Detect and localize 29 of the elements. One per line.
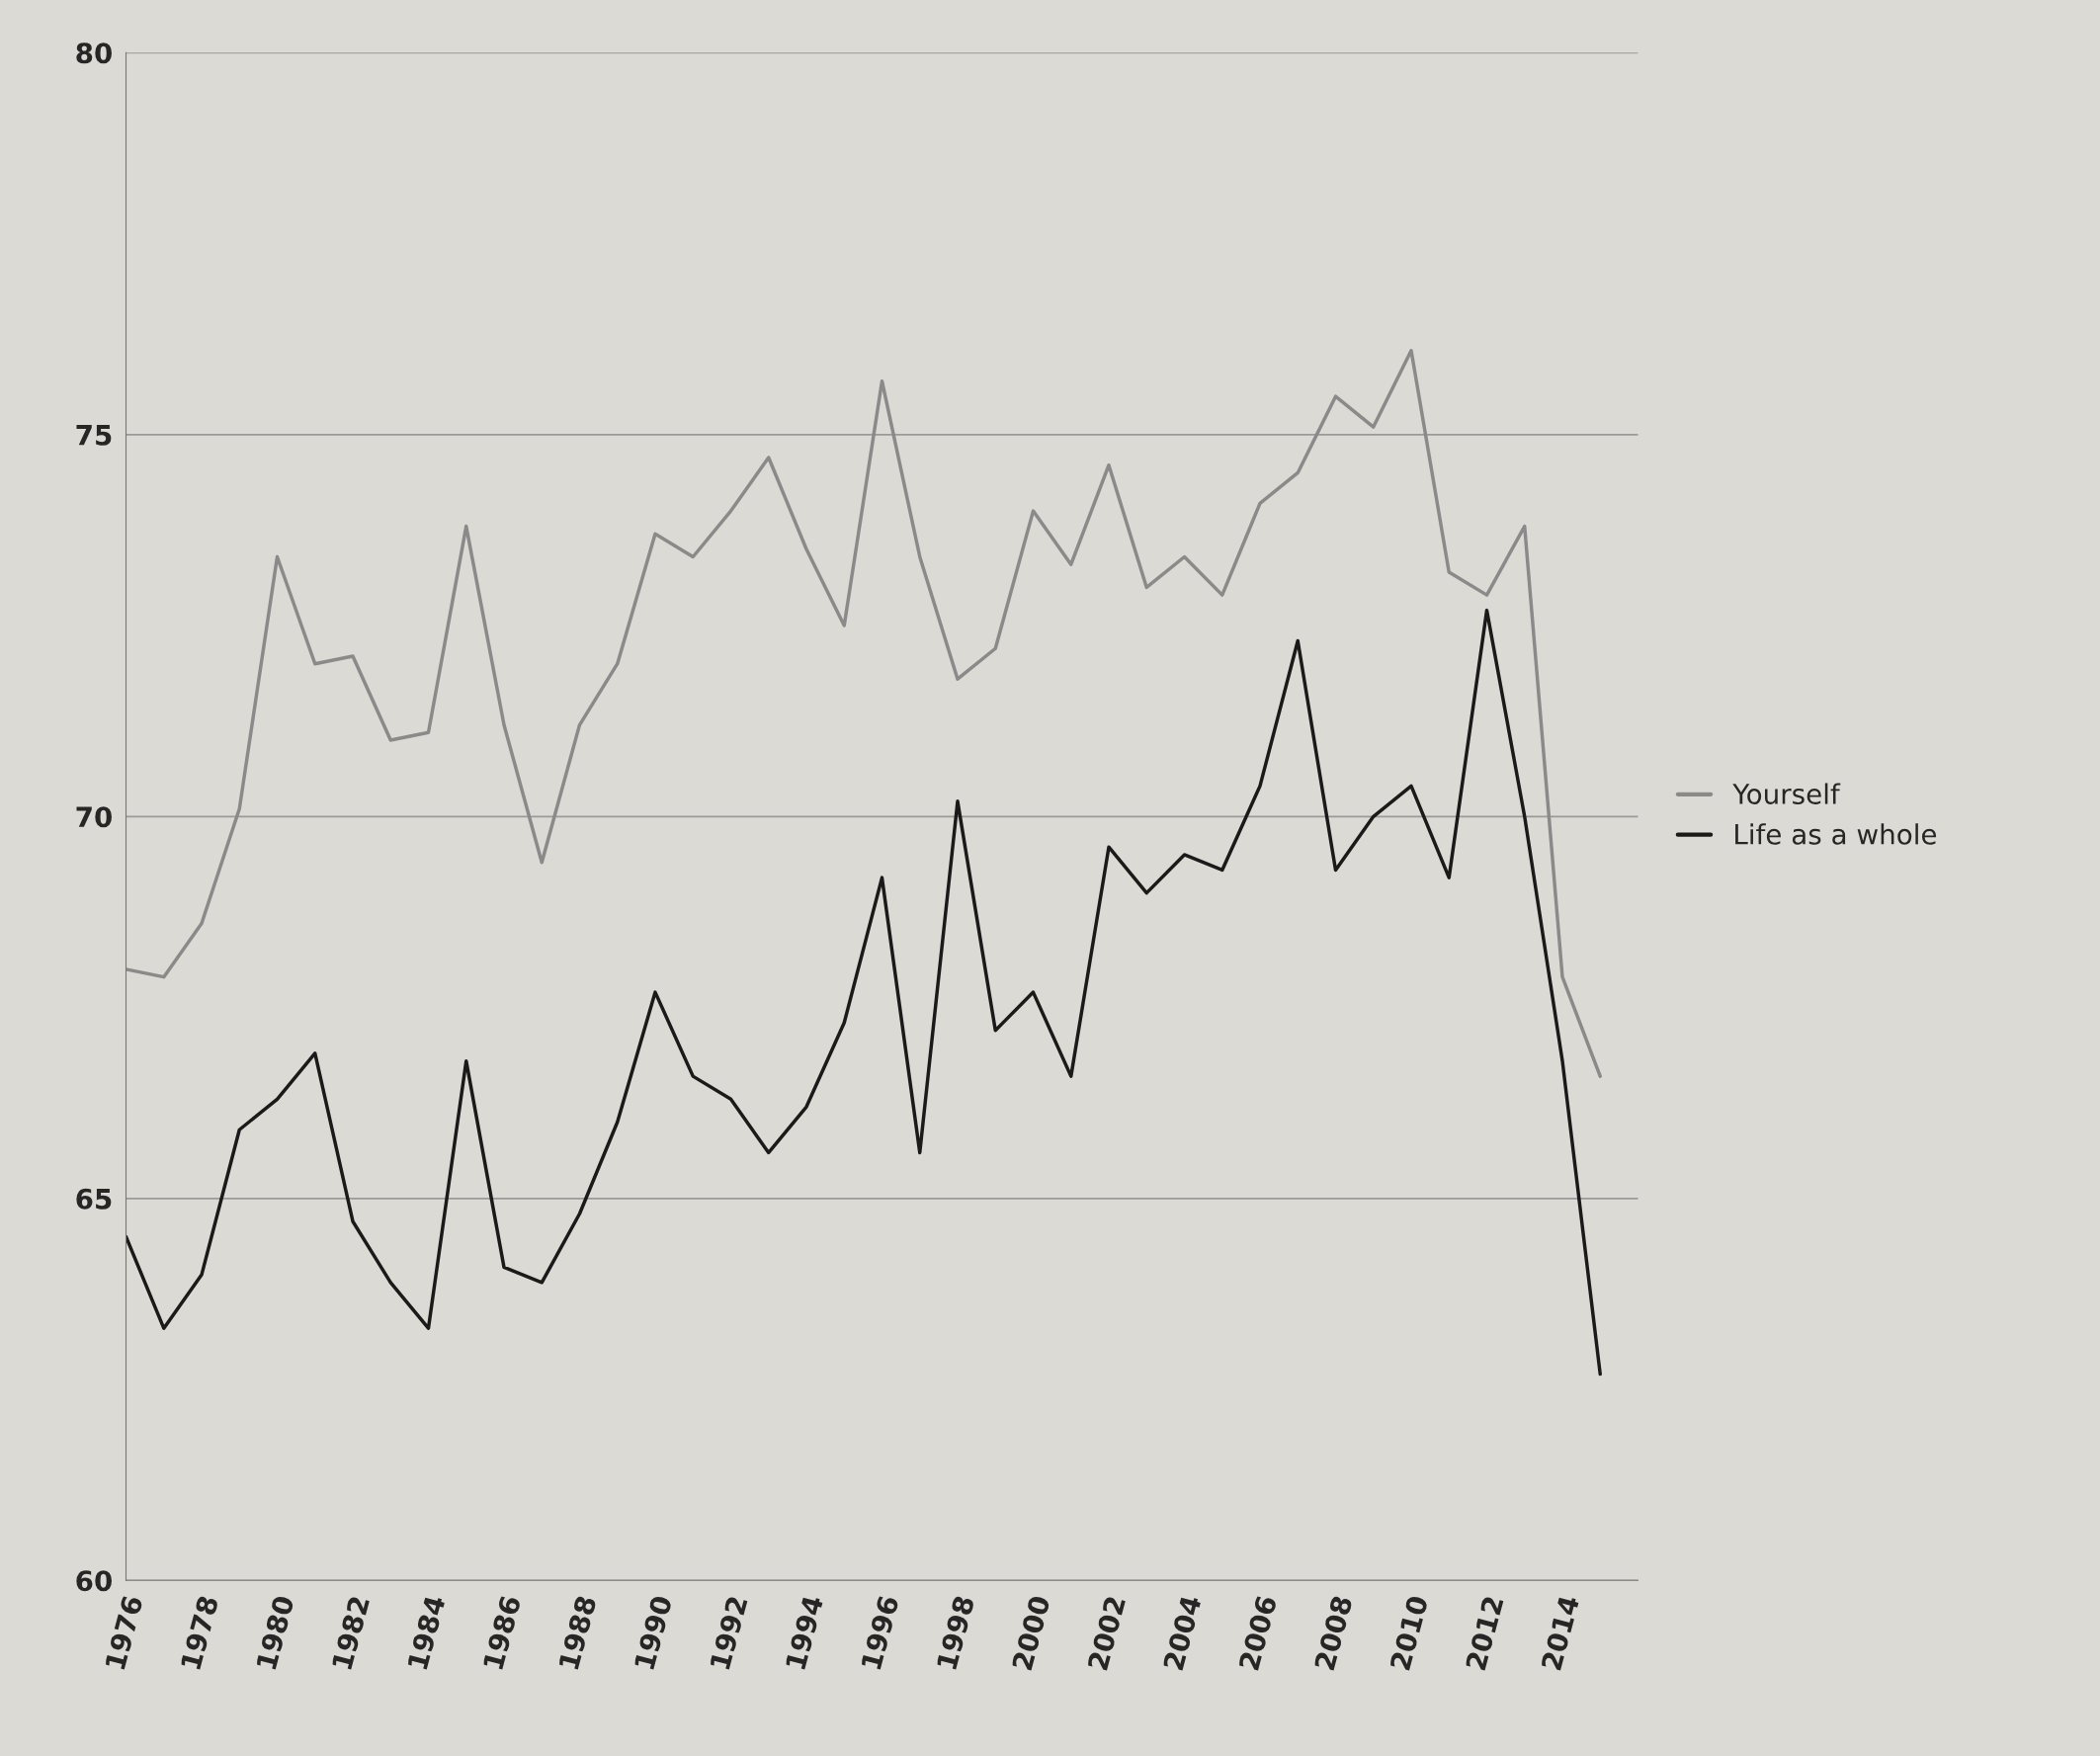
line-series <box>126 349 1602 1078</box>
y-tick-label: 65 <box>76 1188 112 1210</box>
legend-label: Yourself <box>1732 783 1841 804</box>
x-tick-label: 2000 <box>1011 1594 1050 1671</box>
y-tick-label: 80 <box>76 42 112 64</box>
legend-label: Life as a whole <box>1735 823 1937 845</box>
y-tick-label: 70 <box>76 806 112 828</box>
x-tick-label: 1982 <box>331 1595 371 1670</box>
x-tick-label: 2006 <box>1238 1595 1278 1671</box>
x-tick-label: 2010 <box>1389 1594 1429 1671</box>
x-tick-label: 1990 <box>633 1594 673 1670</box>
y-tick-label: 60 <box>76 1570 112 1592</box>
x-tick-label: 2002 <box>1087 1595 1127 1671</box>
x-tick-label: 2004 <box>1162 1594 1202 1671</box>
x-tick-label: 1988 <box>557 1595 597 1670</box>
x-tick-label: 1976 <box>104 1595 143 1670</box>
x-tick-label: 1986 <box>482 1595 522 1670</box>
x-tick-label: 1998 <box>936 1595 975 1670</box>
x-tick-label: 2012 <box>1465 1595 1504 1671</box>
line-series <box>126 608 1602 1377</box>
x-tick-label: 1978 <box>180 1595 219 1670</box>
x-tick-label: 1984 <box>406 1594 446 1670</box>
y-tick-label: 75 <box>76 425 112 446</box>
x-tick-label: 1996 <box>860 1595 899 1670</box>
x-tick-label: 2014 <box>1541 1594 1580 1671</box>
x-tick-label: 1980 <box>255 1594 294 1670</box>
x-tick-label: 1994 <box>785 1594 824 1670</box>
x-tick-label: 2008 <box>1313 1595 1353 1671</box>
x-tick-label: 1992 <box>709 1595 748 1670</box>
